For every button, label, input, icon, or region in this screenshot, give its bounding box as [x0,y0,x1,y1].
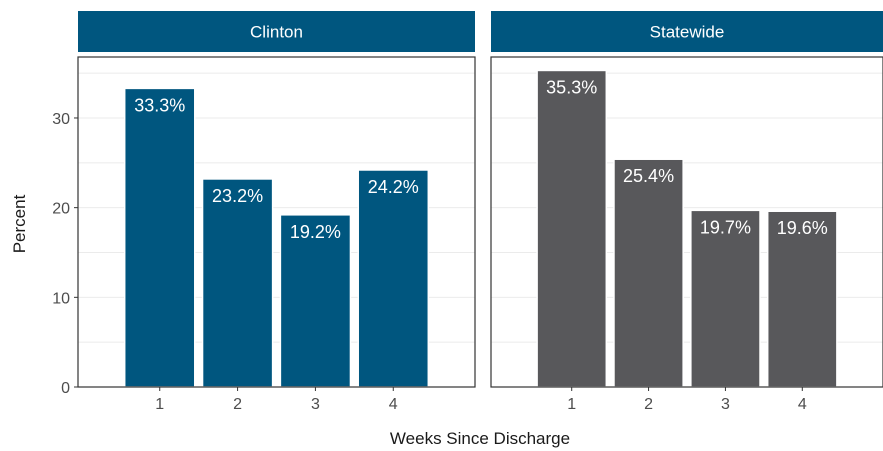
bar-data-label: 19.2% [290,222,341,242]
bar-data-label: 23.2% [212,186,263,206]
bar-week-1 [536,69,608,388]
facet-panel-clinton: Clinton 33.3% 1 23.2% 2 19.2% 3 24.2% 4 0 10 20 30 [52,11,476,413]
bar-data-label: 25.4% [623,166,674,186]
y-tick-label: 0 [61,380,70,397]
bar-data-label: 33.3% [134,95,185,115]
y-tick-label: 10 [52,290,70,307]
facet-strip [78,11,475,52]
bar-data-label: 19.7% [700,217,751,237]
x-tick-label: 3 [311,396,320,413]
panel-border [490,56,883,388]
bar-week-4 [766,210,838,388]
x-tick-label: 2 [233,396,242,413]
x-tick-label: 4 [798,396,807,413]
facet-strip-label: Clinton [250,23,303,42]
x-tick-label: 3 [721,396,730,413]
y-tick-label: 20 [52,201,70,218]
bar-week-2 [613,158,684,388]
x-tick-label: 1 [155,396,164,413]
x-tick-label: 4 [389,396,398,413]
y-tick-label: 30 [52,111,70,128]
facet-strip-label: Statewide [650,23,725,42]
x-tick-label: 1 [567,396,576,413]
bar-week-3 [690,209,761,388]
bar-week-2 [201,178,274,388]
x-axis-title: Weeks Since Discharge [390,429,570,448]
bar-data-label: 35.3% [546,77,597,97]
x-tick-label: 2 [644,396,653,413]
bar-data-label: 19.6% [777,218,828,238]
bar-data-label: 24.2% [368,177,419,197]
bar-week-4 [357,169,430,388]
bar-week-1 [123,87,196,388]
bar-week-3 [279,214,352,388]
facet-panel-statewide: Statewide 35.3% 1 25.4% 2 19.7% 3 19.6% 4 [490,11,883,413]
facet-strip [491,11,883,52]
facet-panels: Clinton 33.3% 1 23.2% 2 19.2% 3 24.2% 4 0 10 20 30 St… [52,11,883,413]
y-axis-title: Percent [10,194,29,253]
panel-border [77,56,476,388]
